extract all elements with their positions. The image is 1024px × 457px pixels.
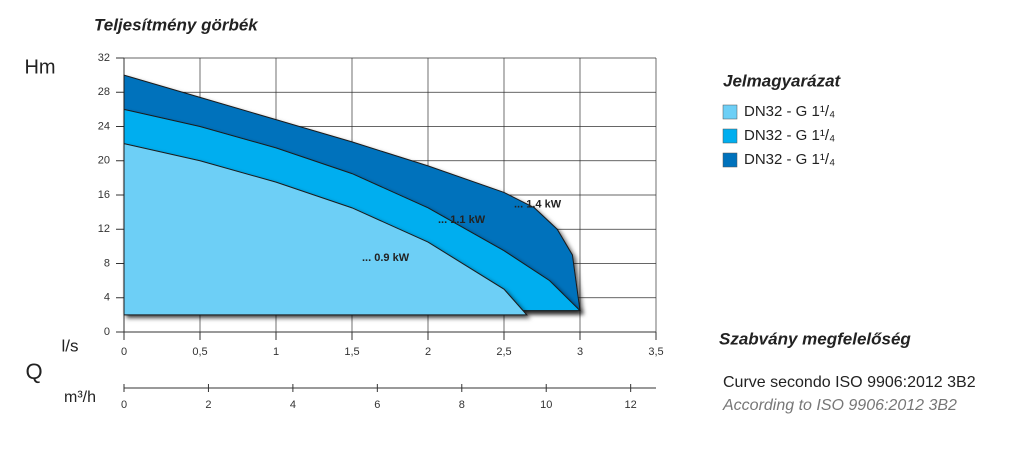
x-axis-label: l/s: [62, 336, 79, 355]
x2-tick-label: 4: [290, 399, 296, 411]
x2-tick-label: 8: [459, 399, 465, 411]
y-tick-label: 0: [104, 326, 110, 338]
standard-title: Szabvány megfelelőség: [719, 329, 911, 348]
series-label: ... 1.1 kW: [438, 214, 486, 226]
y-tick-label: 32: [98, 52, 110, 64]
x-tick-label: 2: [425, 346, 431, 358]
y-tick-label: 8: [104, 257, 110, 269]
standard-line: According to ISO 9906:2012 3B2: [722, 397, 957, 414]
legend-swatch: [722, 152, 738, 168]
legend-label: DN32 - G 1¹/₄: [744, 151, 835, 168]
x-tick-label: 1,5: [344, 346, 359, 358]
y-tick-label: 4: [104, 292, 110, 304]
x2-tick-label: 10: [540, 399, 552, 411]
legend-swatch: [722, 128, 738, 144]
y-tick-label: 20: [98, 155, 110, 167]
x-tick-label: 0: [121, 346, 127, 358]
legend-title: Jelmagyarázat: [723, 71, 842, 90]
legend-swatch: [722, 104, 738, 120]
x-tick-label: 3,5: [648, 346, 663, 358]
y-tick-label: 24: [98, 120, 110, 132]
series-label: ... 0.9 kW: [362, 252, 410, 264]
y-tick-label: 12: [98, 223, 110, 235]
legend-label: DN32 - G 1¹/₄: [744, 103, 835, 120]
area: [123, 142, 528, 316]
x2-axis-label: m³/h: [64, 389, 96, 406]
y-axis-label: Hm: [24, 56, 55, 78]
chart-title: Teljesítmény görbék: [94, 15, 259, 34]
x2-tick-label: 6: [374, 399, 380, 411]
q-label: Q: [25, 359, 42, 384]
legend-label: DN32 - G 1¹/₄: [744, 127, 835, 144]
series-label: ... 1.4 kW: [514, 198, 562, 210]
y-tick-label: 16: [98, 189, 110, 201]
x-tick-label: 1: [273, 346, 279, 358]
x2-tick-label: 0: [121, 399, 127, 411]
x2-tick-label: 2: [205, 399, 211, 411]
x-tick-label: 0,5: [192, 346, 207, 358]
x-tick-label: 2,5: [496, 346, 511, 358]
x2-tick-label: 12: [625, 399, 637, 411]
standard-line: Curve secondo ISO 9906:2012 3B2: [723, 374, 976, 391]
y-tick-label: 28: [98, 86, 110, 98]
x-tick-label: 3: [577, 346, 583, 358]
